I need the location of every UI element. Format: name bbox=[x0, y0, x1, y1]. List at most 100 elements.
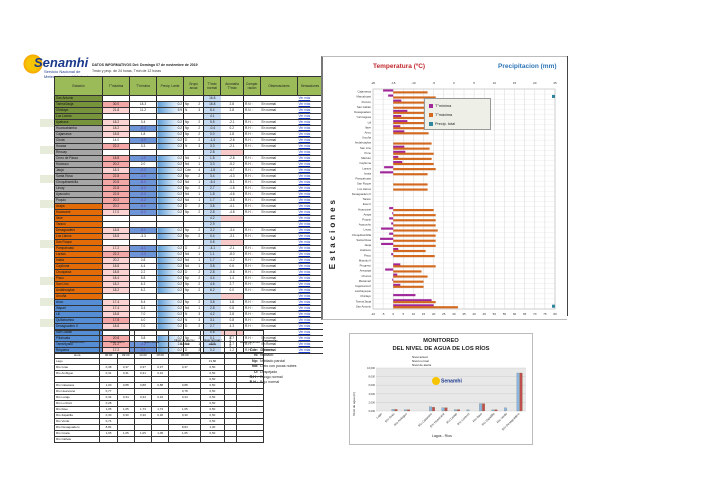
detail-link[interactable]: Ver más bbox=[297, 161, 323, 168]
detail-link[interactable]: Ver más bbox=[297, 143, 323, 150]
tmax-normal-cell: 2.8 bbox=[203, 269, 221, 276]
bar-tmin bbox=[393, 120, 408, 123]
comparison-cell-text: R.H bbox=[245, 192, 251, 196]
y-tick-label: 4,000 bbox=[369, 392, 376, 396]
detail-link[interactable]: Ver más bbox=[297, 191, 323, 198]
detail-link[interactable]: Ver más bbox=[297, 155, 323, 162]
detail-link[interactable]: Ver más bbox=[297, 293, 323, 300]
detail-link[interactable]: Ver más bbox=[297, 113, 323, 120]
sky-code-cell bbox=[195, 215, 205, 222]
detail-link[interactable]: Ver más bbox=[297, 197, 323, 204]
detail-link[interactable]: Ver más bbox=[297, 311, 323, 318]
detail-link[interactable]: Ver más bbox=[297, 347, 323, 354]
tmax-normal-cell-text: 3.8 bbox=[210, 264, 215, 268]
table-row: Lircay 22.8 -3.2 0.2 Np 2 2.7 -1.8 R.H ↓ En norma… bbox=[54, 185, 323, 192]
observation-cell bbox=[260, 215, 298, 222]
tmin-cell-text: -0.1 bbox=[140, 228, 146, 232]
detail-link[interactable]: Ver más bbox=[297, 179, 323, 186]
detail-link[interactable]: Ver más bbox=[297, 275, 323, 282]
category-label: Desaguadero II bbox=[352, 192, 371, 196]
sky-group-cell: Np bbox=[183, 299, 196, 306]
tmax-cell: 22.2 bbox=[102, 251, 130, 258]
bar-tmin bbox=[393, 248, 399, 251]
observation-cell bbox=[260, 293, 298, 300]
detail-link[interactable]: Ver más bbox=[297, 233, 323, 240]
detail-link[interactable]: Ver más bbox=[297, 101, 323, 108]
detail-link-text: Ver más bbox=[298, 258, 311, 262]
detail-link[interactable]: Ver más bbox=[297, 329, 323, 336]
station-name: Caylloma bbox=[54, 263, 103, 270]
detail-link[interactable]: Ver más bbox=[297, 149, 323, 156]
detail-link[interactable]: Ver más bbox=[297, 257, 323, 264]
observation-cell-text: En normal bbox=[261, 348, 277, 352]
col-header: Sensaciones bbox=[297, 76, 324, 96]
detail-link[interactable]: Ver más bbox=[297, 107, 323, 114]
detail-link[interactable]: Ver más bbox=[297, 173, 323, 180]
detail-link[interactable]: Ver más bbox=[297, 119, 323, 126]
sky-code-cell: 1 bbox=[195, 197, 205, 204]
bar-tmax bbox=[393, 280, 424, 283]
tmax-cell-text: 18.8 bbox=[112, 228, 120, 232]
detail-link[interactable]: Ver más bbox=[297, 221, 323, 228]
trend-cell bbox=[223, 436, 237, 443]
category-label: Puquio bbox=[362, 217, 371, 221]
detail-link[interactable]: Ver más bbox=[297, 299, 323, 306]
detail-link[interactable]: Ver más bbox=[297, 335, 323, 342]
sky-group-cell: Nd bbox=[183, 257, 196, 264]
detail-link[interactable]: Ver más bbox=[297, 245, 323, 252]
sky-code-cell-text: 2 bbox=[198, 288, 201, 292]
tmax-cell-text: 18.8 bbox=[112, 234, 120, 238]
detail-link[interactable]: Ver más bbox=[297, 269, 323, 276]
station-name-text: Chiclayo bbox=[56, 108, 69, 112]
detail-link[interactable]: Ver más bbox=[297, 215, 323, 222]
x-tick-label: 5 bbox=[402, 312, 404, 316]
bar-tmax bbox=[393, 265, 436, 268]
detail-link[interactable]: Ver más bbox=[297, 227, 323, 234]
anomaly-cell-text: -2.8 bbox=[229, 156, 235, 160]
station-name-text: Lili bbox=[56, 312, 60, 316]
detail-link[interactable]: Ver más bbox=[297, 137, 323, 144]
tmax-cell: 20.2 bbox=[102, 203, 130, 210]
sky-code-cell-text: 2 bbox=[198, 300, 201, 304]
detail-link[interactable]: Ver más bbox=[297, 209, 323, 216]
table-row: Desaguadero 18.8 -0.1 0.2 Np 2 3.2 -3.4 R.H ↓ En … bbox=[54, 227, 323, 234]
station-name: Huancané bbox=[54, 209, 103, 216]
detail-link[interactable]: Ver más bbox=[297, 251, 323, 258]
detail-link[interactable]: Ver más bbox=[297, 185, 323, 192]
detail-link-text: Ver más bbox=[298, 198, 311, 202]
tmin-cell bbox=[129, 95, 157, 102]
table-row: Pisco 18.4 5.8 0.2 Np 2 4.4 1.4 R.H ↑ En normal Ve… bbox=[54, 275, 323, 282]
detail-link[interactable]: Ver más bbox=[297, 317, 323, 324]
sky-group-cell: Np bbox=[183, 287, 196, 294]
observation-cell: En normal bbox=[260, 191, 298, 198]
detail-link[interactable]: Ver más bbox=[297, 287, 323, 294]
sky-code-cell-text: 1 bbox=[198, 258, 201, 262]
detail-link[interactable]: Ver más bbox=[297, 125, 323, 132]
station-name-text: Huancabamba bbox=[56, 126, 77, 130]
tmax-normal-cell-text: 2.8 bbox=[210, 270, 215, 274]
detail-link[interactable]: Ver más bbox=[297, 95, 323, 102]
detail-link[interactable]: Ver más bbox=[297, 323, 323, 330]
bar-tmin bbox=[389, 232, 394, 235]
sky-group-cell-text: D bbox=[185, 246, 188, 250]
detail-link[interactable]: Ver más bbox=[297, 341, 323, 348]
detail-link[interactable]: Ver más bbox=[297, 281, 323, 288]
arrow-up-icon: ↑ bbox=[250, 108, 253, 112]
bar-tmin bbox=[388, 94, 394, 97]
category-label: Caylloma bbox=[359, 161, 371, 165]
comparison-cell: R.N ↑ bbox=[243, 107, 261, 114]
comparison-cell-text: R.H bbox=[245, 282, 251, 286]
detail-link[interactable]: Ver más bbox=[297, 305, 323, 312]
legend-item-tmax: T°máxima bbox=[429, 110, 486, 119]
detail-link[interactable]: Ver más bbox=[297, 167, 323, 174]
detail-link[interactable]: Ver más bbox=[297, 203, 323, 210]
detail-link[interactable]: Ver más bbox=[297, 131, 323, 138]
precip-cell: 0.2 bbox=[156, 173, 184, 180]
detail-link[interactable]: Ver más bbox=[297, 263, 323, 270]
tmax-cell-text: 17.0 bbox=[112, 210, 120, 214]
detail-link[interactable]: Ver más bbox=[297, 239, 323, 246]
sky-group-cell bbox=[183, 215, 196, 222]
tmax-normal-cell: 4.4 bbox=[203, 275, 221, 282]
anomaly-cell-text: -2.1 bbox=[229, 120, 235, 124]
tmax-normal-cell: 3.8 bbox=[203, 299, 221, 306]
